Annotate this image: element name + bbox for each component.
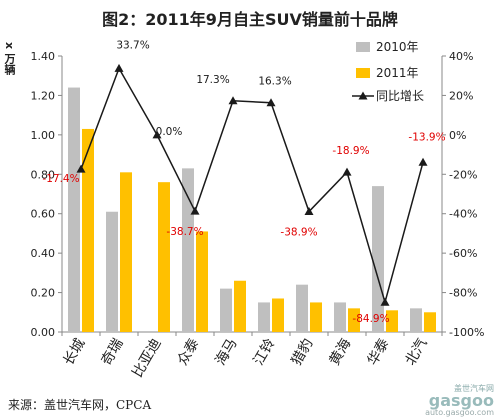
legend-label-2010: 2010年 [376,40,419,54]
y-right-tick-label: -100% [449,326,484,339]
x-tick-label: 江铃 [251,336,279,368]
chart-title: 图2：2011年9月自主SUV销量前十品牌 [102,10,398,29]
bar-2010 [182,168,194,332]
bar-2010 [258,302,270,332]
source-note: 来源：盖世汽车网，CPCA [8,398,152,412]
bar-2011 [82,128,94,332]
x-tick-label: 海马 [213,336,241,368]
y-right-tick-label: -40% [449,208,477,221]
x-tick-label: 猎豹 [289,336,317,368]
bar-2011 [386,310,398,332]
growth-data-label: 33.7% [116,39,149,51]
growth-point-marker [304,207,314,216]
growth-point-marker [228,96,238,105]
bar-2010 [220,288,232,332]
growth-point-marker [266,98,276,107]
y-right-tick-label: -60% [449,247,477,260]
growth-point-marker [152,130,162,139]
bar-2010 [372,186,384,332]
y-right-tick-label: 40% [449,50,473,63]
growth-data-label: 0.0% [156,126,183,138]
growth-data-label: -38.9% [280,227,317,239]
watermark-url: auto.gasgoo.com [425,408,494,417]
y-left-tick-label: 1.40 [31,50,56,63]
legend-swatch-2010 [356,42,370,52]
growth-data-label: -13.9% [408,131,445,143]
growth-data-label: -84.9% [352,313,389,325]
watermark-logo-text: gasgoo [428,391,494,410]
growth-data-label: -18.9% [332,145,369,157]
bar-2011 [196,231,208,332]
legend-swatch-2011 [356,68,370,78]
y-right-tick-label: 20% [449,89,473,102]
x-tick-label: 华泰 [365,336,393,368]
y-right-tick-label: 0% [449,129,466,142]
growth-data-label: 17.3% [196,74,229,86]
growth-point-marker [190,206,200,215]
bar-2010 [410,308,422,332]
bar-2011 [272,298,284,332]
growth-data-label: 16.3% [258,76,291,88]
y-left-tick-label: 0.60 [31,208,56,221]
bar-2011 [120,172,132,332]
y-right-tick-label: -80% [449,287,477,300]
legend-marker-growth [358,91,368,100]
growth-data-label: -17.4% [42,173,79,185]
growth-point-marker [76,164,86,173]
bar-2011 [424,312,436,332]
legend-label-2011: 2011年 [376,66,419,80]
x-tick-label: 长城 [61,336,89,368]
x-tick-label: 比亚迪 [130,336,165,380]
watermark-top-text: 盖世汽车网 [454,384,494,393]
growth-point-marker [114,63,124,72]
bar-2011 [348,308,360,332]
legend-label-growth: 同比增长 [376,89,424,103]
x-tick-label: 奇瑞 [98,336,127,369]
bar-2011 [234,280,246,332]
growth-point-marker [418,157,428,166]
bar-2010 [296,284,308,332]
growth-point-marker [380,297,390,306]
y-left-tick-label: 1.20 [31,89,56,102]
y-left-tick-label: 0.00 [31,326,56,339]
bar-2010 [68,87,80,333]
x-tick-label: 众泰 [175,336,203,368]
growth-line [80,66,424,305]
bar-2011 [310,302,322,332]
growth-point-marker [342,167,352,176]
bar-2010 [106,211,118,332]
bar-2011 [158,182,170,332]
y-right-tick-label: -20% [449,168,477,181]
y-left-tick-label: 1.00 [31,129,56,142]
watermark-logo: 盖世汽车网 gasgoo auto.gasgoo.com [402,383,494,417]
x-tick-label: 北汽 [403,336,431,368]
y-left-tick-label: 0.40 [31,247,56,260]
x-tick-label: 黄海 [326,336,355,369]
y-left-tick-label: 0.80 [31,168,56,181]
bar-2010 [334,302,346,332]
growth-data-label: -38.7% [166,226,203,238]
y-axis-unit-label: x 万辆 [3,42,16,75]
y-left-tick-label: 0.20 [31,287,56,300]
